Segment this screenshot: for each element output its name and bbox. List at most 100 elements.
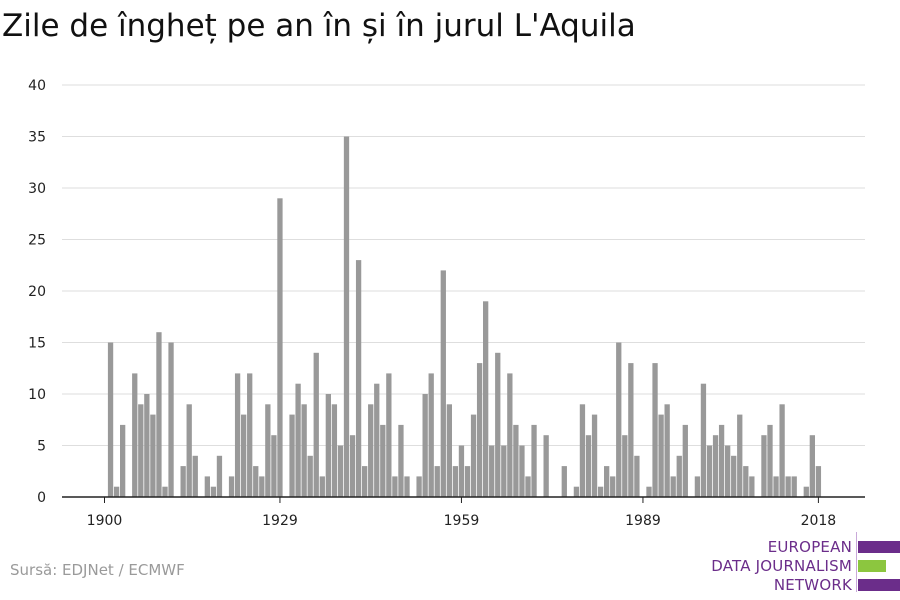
bar-2002 bbox=[718, 424, 725, 497]
bar-1995 bbox=[676, 455, 682, 497]
bar-1953 bbox=[422, 394, 428, 497]
bar-1923 bbox=[241, 414, 247, 497]
bar-2000 bbox=[706, 445, 713, 497]
bar-1915 bbox=[192, 455, 198, 497]
bar-1980 bbox=[585, 435, 592, 497]
bar-2004 bbox=[731, 455, 737, 497]
bar-1935 bbox=[313, 352, 319, 497]
bar-1929 bbox=[277, 198, 283, 498]
bar-1931 bbox=[289, 414, 295, 497]
bar-2010 bbox=[767, 424, 773, 497]
x-tick-label: 1929 bbox=[262, 513, 298, 529]
bar-2006 bbox=[743, 466, 749, 497]
bar-1944 bbox=[368, 404, 374, 497]
bar-1948 bbox=[392, 476, 398, 497]
bar-2003 bbox=[725, 445, 731, 497]
bar-1914 bbox=[186, 404, 192, 497]
bar-1964 bbox=[489, 445, 495, 497]
bar-2005 bbox=[737, 414, 743, 497]
bar-1971 bbox=[531, 424, 537, 497]
x-axis: 1900 1929 1959 1989 2018 bbox=[62, 496, 865, 529]
bar-2014 bbox=[791, 476, 797, 497]
bar-1932 bbox=[295, 383, 301, 497]
bar-1947 bbox=[386, 373, 392, 497]
bar-2017 bbox=[809, 435, 815, 497]
bar-1956 bbox=[440, 270, 446, 497]
bar-1968 bbox=[513, 424, 519, 497]
bar-1924 bbox=[247, 373, 253, 497]
x-tick-label: 1989 bbox=[625, 513, 661, 529]
bar-2007 bbox=[749, 476, 755, 497]
bar-1984 bbox=[610, 476, 616, 497]
x-tick-label: 1900 bbox=[87, 513, 123, 529]
bar-1941 bbox=[349, 435, 356, 497]
bar-1963 bbox=[483, 301, 489, 497]
bar-1991 bbox=[652, 363, 658, 497]
x-tick-label: 2018 bbox=[801, 513, 837, 529]
x-tick-label: 1959 bbox=[444, 513, 480, 529]
bar-2016 bbox=[803, 486, 809, 497]
bar-1988 bbox=[634, 455, 640, 497]
bar-1950 bbox=[404, 476, 410, 497]
bar-1993 bbox=[664, 404, 670, 497]
chart-title: Zile de îngheț pe an în și în jurul L'Aq… bbox=[2, 8, 636, 44]
bar-1998 bbox=[694, 476, 701, 497]
bar-1970 bbox=[525, 476, 531, 497]
bar-1983 bbox=[604, 466, 610, 497]
y-tick-label: 40 bbox=[28, 78, 46, 94]
bar-1918 bbox=[210, 486, 217, 497]
bar-1969 bbox=[519, 445, 525, 497]
y-tick-label: 0 bbox=[37, 490, 46, 506]
bar-1938 bbox=[331, 404, 338, 497]
y-axis-labels: 0 5 10 15 20 25 30 35 40 bbox=[28, 78, 46, 506]
bar-1913 bbox=[180, 466, 186, 497]
bar-2018 bbox=[815, 466, 822, 497]
y-tick-label: 25 bbox=[28, 233, 46, 249]
bar-1903 bbox=[120, 424, 126, 497]
bar-1946 bbox=[380, 424, 386, 497]
bar-2013 bbox=[785, 476, 791, 497]
bar-1910 bbox=[162, 486, 168, 497]
bar-2012 bbox=[779, 404, 785, 497]
bar-1907 bbox=[144, 394, 150, 497]
bar-1905 bbox=[132, 373, 138, 497]
bar-1959 bbox=[458, 445, 465, 497]
bar-1945 bbox=[374, 383, 380, 497]
bar-1992 bbox=[658, 414, 664, 497]
source-note: Sursă: EDJNet / ECMWF bbox=[10, 561, 185, 579]
bar-1928 bbox=[271, 435, 277, 497]
bar-1952 bbox=[416, 476, 422, 497]
bar-1922 bbox=[234, 373, 241, 497]
bar-2011 bbox=[773, 476, 779, 497]
bar-1986 bbox=[622, 435, 628, 497]
bar-1919 bbox=[216, 455, 223, 497]
bar-1985 bbox=[616, 342, 622, 497]
bar-2009 bbox=[761, 435, 767, 497]
bar-1999 bbox=[700, 383, 707, 497]
bar-1961 bbox=[470, 414, 477, 497]
bar-1987 bbox=[628, 363, 634, 497]
bars bbox=[107, 136, 822, 498]
bar-1908 bbox=[150, 414, 156, 497]
bar-1909 bbox=[156, 332, 162, 497]
bar-1958 bbox=[452, 466, 459, 497]
bar-1927 bbox=[265, 404, 271, 497]
y-tick-label: 35 bbox=[28, 130, 46, 146]
bar-1954 bbox=[428, 373, 434, 497]
bar-1976 bbox=[561, 466, 567, 497]
bar-1942 bbox=[355, 260, 362, 497]
bar-1911 bbox=[168, 342, 174, 497]
y-tick-label: 30 bbox=[28, 181, 46, 197]
bar-1917 bbox=[204, 476, 210, 497]
bar-1939 bbox=[337, 445, 344, 497]
bar-1967 bbox=[507, 373, 513, 497]
bar-1973 bbox=[543, 435, 549, 497]
bar-1921 bbox=[228, 476, 235, 497]
y-tick-label: 5 bbox=[37, 439, 46, 455]
bar-1933 bbox=[301, 404, 307, 497]
bar-1926 bbox=[259, 476, 265, 497]
bar-1943 bbox=[362, 466, 368, 497]
bar-1925 bbox=[253, 466, 259, 497]
bar-1990 bbox=[646, 486, 652, 497]
